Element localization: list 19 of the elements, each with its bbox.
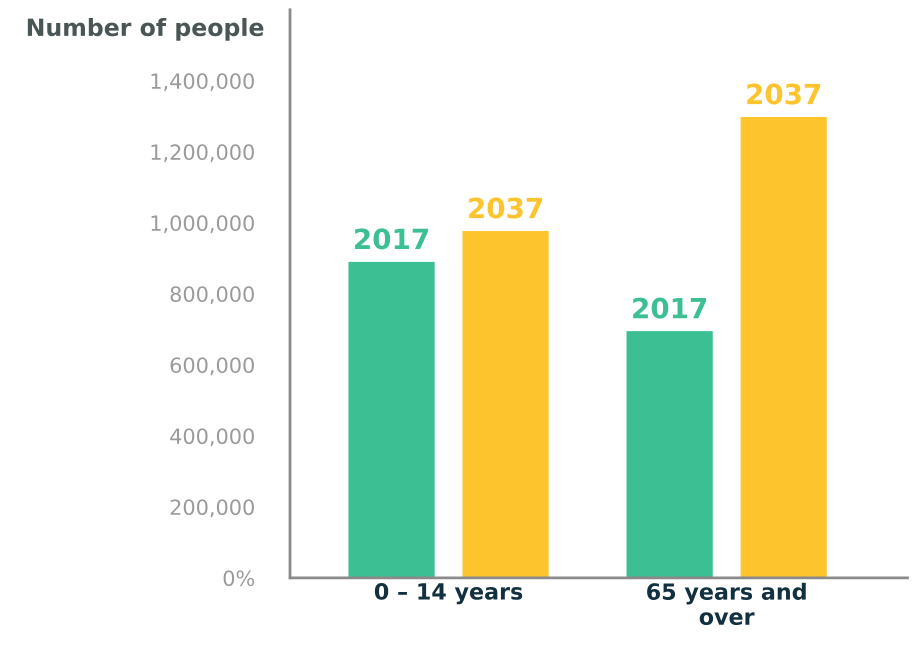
text: 2017 — [355, 228, 428, 250]
y-tick-label: 200,000 — [170, 499, 254, 518]
y-tick-label: 600,000 — [170, 357, 254, 376]
bar — [740, 117, 827, 578]
y-tick-label: 1,000,000 — [152, 215, 254, 234]
y-tick-label: 1,400,000 — [152, 73, 254, 92]
x-tick-label: 0 – 14 years — [374, 582, 522, 604]
y-axis-title: Number of people — [28, 18, 264, 41]
text: 2037 — [747, 84, 820, 105]
y-tick-label: 400,000 — [170, 428, 254, 446]
bar — [348, 262, 435, 578]
x-tick-label: 65 years and over — [647, 582, 806, 626]
y-tick-label: 0% — [224, 570, 254, 586]
y-tick-label: 1,200,000 — [152, 144, 254, 162]
y-tick-label: 800,000 — [170, 286, 254, 304]
series-label: 2017 — [633, 298, 706, 319]
bar — [626, 331, 713, 578]
series-label: 2037 — [469, 198, 542, 219]
bar — [462, 231, 549, 578]
